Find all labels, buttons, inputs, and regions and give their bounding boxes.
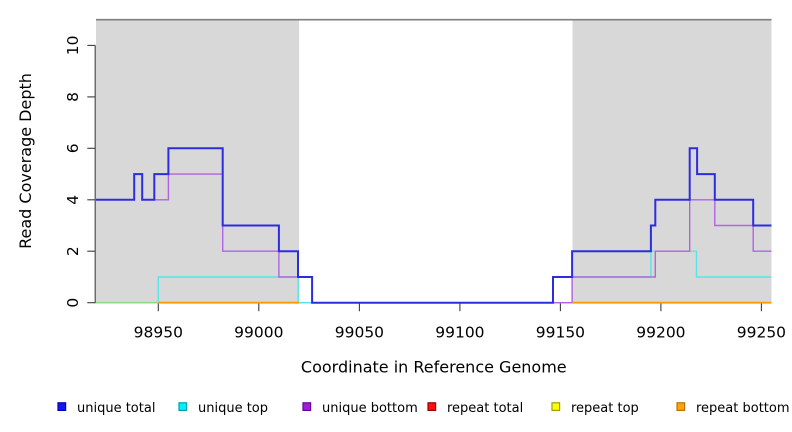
x-tick-label: 99050 — [335, 324, 384, 342]
x-tick-label: 99100 — [435, 324, 484, 342]
legend-label-unique-bottom: unique bottom — [322, 401, 418, 416]
legend-label-repeat-total: repeat total — [447, 401, 523, 416]
legend-swatch-unique-top — [178, 402, 188, 411]
y-tick-label: 4 — [64, 195, 82, 205]
legend-item-unique-top: unique top — [178, 401, 268, 416]
y-tick-label: 10 — [64, 36, 82, 56]
y-tick-label: 8 — [64, 92, 82, 102]
legend-item-unique-bottom: unique bottom — [302, 401, 418, 416]
legend-item-repeat-bottom: repeat bottom — [676, 401, 790, 416]
legend-swatch-unique-total — [57, 402, 67, 411]
x-tick-label: 99000 — [234, 324, 283, 342]
legend-label-repeat-top: repeat top — [571, 401, 639, 416]
legend-item-repeat-total: repeat total — [427, 401, 523, 416]
legend-swatch-repeat-top — [551, 402, 561, 411]
chart-dynamic-layer: 0 2 4 6 8 10 98950 99000 99050 99100 99150 99200 992… — [57, 18, 790, 416]
x-tick-label: 98950 — [134, 324, 183, 342]
series-line-unique-total — [96, 147, 772, 304]
series-lines — [96, 147, 772, 304]
legend-label-unique-top: unique top — [198, 401, 268, 416]
legend-item-repeat-top: repeat top — [551, 401, 639, 416]
legend-label-unique-total: unique total — [77, 401, 155, 416]
x-tick-label: 99150 — [536, 324, 585, 342]
y-tick-label: 6 — [64, 143, 82, 153]
x-tick-label: 99250 — [737, 324, 786, 342]
legend: unique total unique top unique bottom repea… — [57, 401, 790, 416]
legend-label-repeat-bottom: repeat bottom — [696, 401, 790, 416]
legend-swatch-unique-bottom — [302, 402, 312, 411]
legend-swatch-repeat-bottom — [676, 402, 686, 411]
y-axis-title: Read Coverage Depth — [16, 73, 35, 249]
y-tick-label: 0 — [64, 298, 82, 308]
x-tick-label: 99200 — [636, 324, 685, 342]
y-tick-label: 2 — [64, 246, 82, 256]
x-axis-title: Coordinate in Reference Genome — [301, 358, 567, 377]
legend-item-unique-total: unique total — [57, 401, 155, 416]
right-repeat-region — [572, 20, 772, 304]
left-repeat-region — [96, 20, 300, 304]
legend-swatch-repeat-total — [427, 402, 437, 411]
